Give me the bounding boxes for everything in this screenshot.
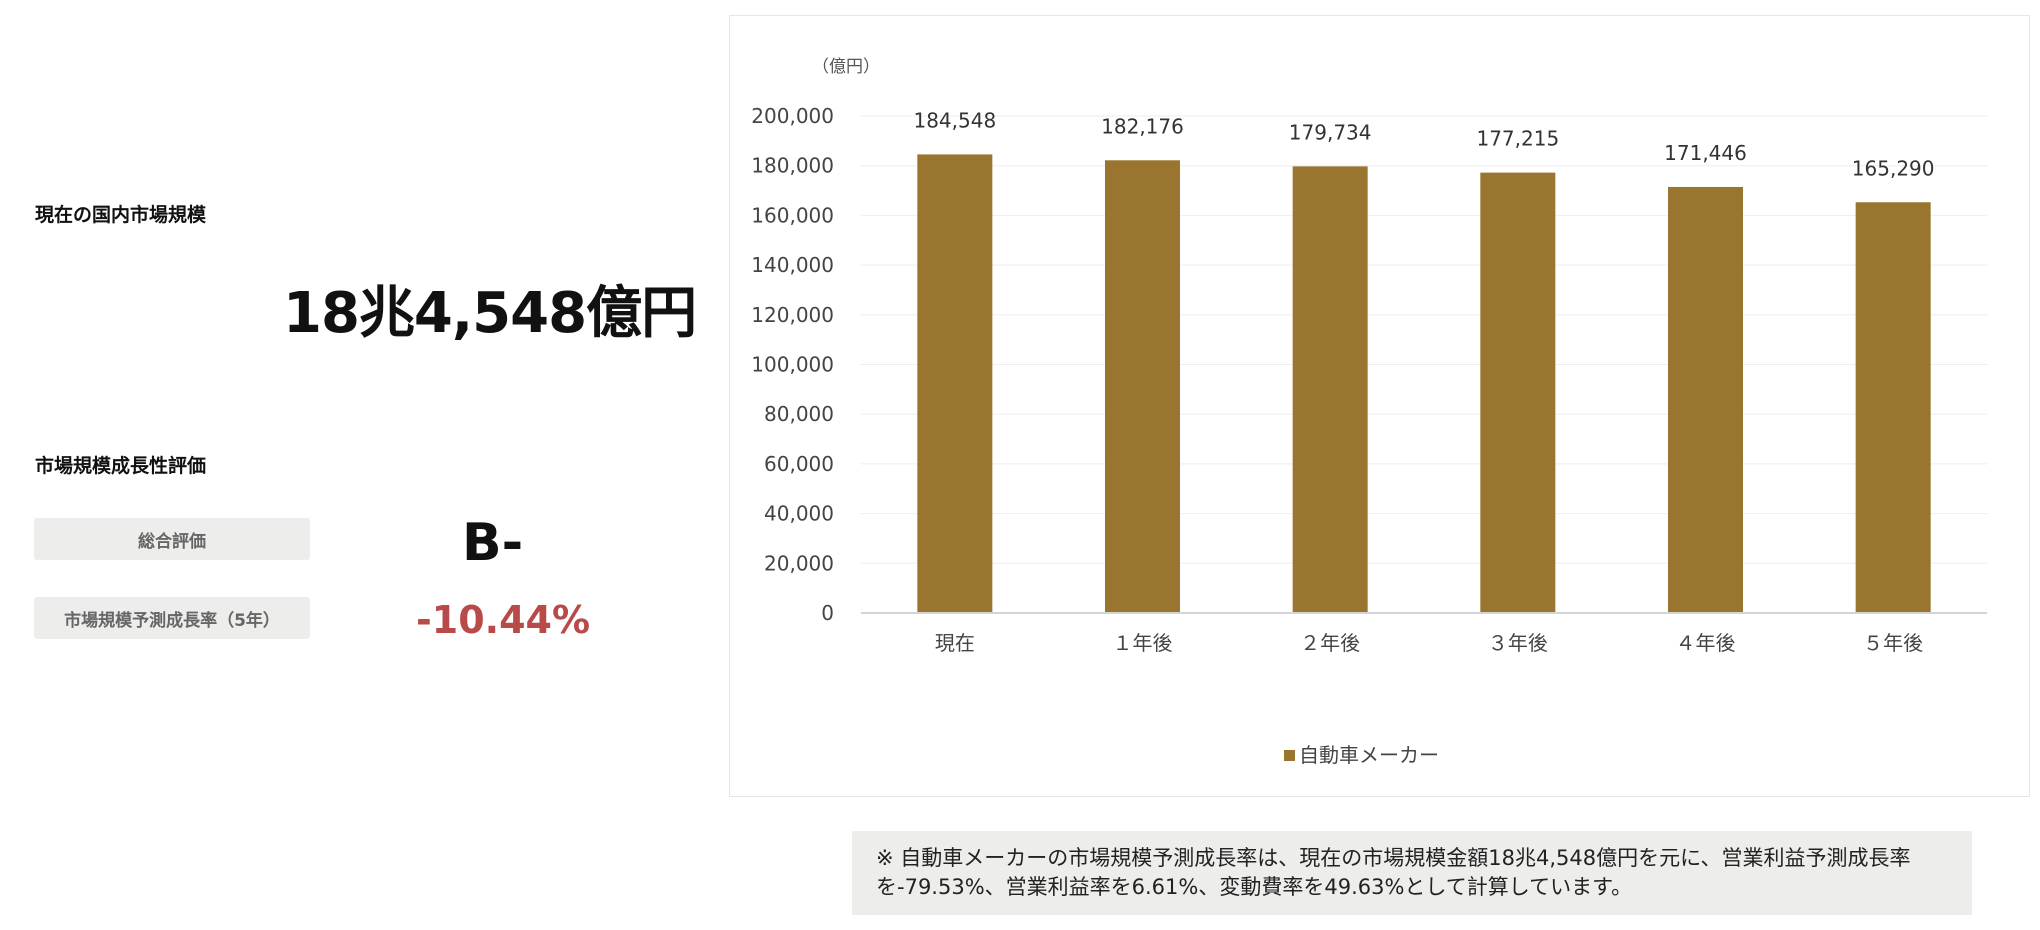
bar — [1105, 160, 1180, 613]
category-label: ２年後 — [1300, 631, 1360, 655]
category-label: ４年後 — [1676, 631, 1736, 655]
calculation-note: ※ 自動車メーカーの市場規模予測成長率は、現在の市場規模金額18兆4,548億円… — [852, 831, 1972, 915]
bar-value-label: 184,548 — [913, 108, 996, 132]
overall-grade: B- — [462, 513, 524, 573]
growth-rate-value: -10.44% — [416, 598, 591, 642]
bar-value-label: 179,734 — [1289, 120, 1372, 144]
market-size-label: 現在の国内市場規模 — [35, 204, 207, 226]
y-tick-label: 160,000 — [751, 203, 834, 227]
legend-swatch — [1284, 750, 1295, 761]
legend-label: 自動車メーカー — [1299, 743, 1439, 767]
y-tick-label: 180,000 — [751, 154, 834, 178]
growth-section-label: 市場規模成長性評価 — [35, 455, 207, 477]
summary-panel: 現在の国内市場規模 18兆4,548億円 市場規模成長性評価 総合評価 B- 市… — [0, 0, 720, 930]
bar — [1480, 172, 1556, 613]
bar-value-label: 171,446 — [1664, 141, 1747, 165]
y-tick-label: 140,000 — [751, 253, 834, 277]
y-tick-label: 100,000 — [751, 353, 834, 377]
bar-value-label: 177,215 — [1476, 127, 1559, 151]
bar-value-label: 165,290 — [1852, 156, 1935, 180]
bar — [1292, 166, 1368, 613]
bar — [1855, 202, 1931, 614]
y-tick-label: 20,000 — [764, 551, 834, 575]
y-tick-label: 60,000 — [764, 452, 834, 476]
growth-rate-label: 市場規模予測成長率（5年） — [34, 597, 310, 639]
y-tick-label: 80,000 — [764, 402, 834, 426]
bar-value-label: 182,176 — [1101, 114, 1184, 138]
y-tick-label: 40,000 — [764, 502, 834, 526]
y-unit-label: （億円） — [812, 57, 880, 77]
bar — [917, 154, 993, 613]
bar — [1668, 186, 1743, 613]
overall-evaluation-label: 総合評価 — [34, 518, 310, 560]
category-label: ５年後 — [1863, 631, 1923, 655]
market-size-chart: （億円） 0 20,000 40,000 60,000 80,000 100,000 120,… — [729, 15, 2030, 797]
y-tick-label: 120,000 — [751, 303, 834, 327]
bar-chart-svg: （億円） 0 20,000 40,000 60,000 80,000 100,000 120,… — [751, 57, 1987, 767]
category-label: １年後 — [1113, 631, 1173, 655]
category-label: ３年後 — [1488, 631, 1548, 655]
y-tick-label: 0 — [821, 601, 834, 625]
category-label: 現在 — [935, 631, 975, 655]
market-size-value: 18兆4,548億円 — [283, 281, 697, 346]
y-tick-label: 200,000 — [751, 104, 834, 128]
